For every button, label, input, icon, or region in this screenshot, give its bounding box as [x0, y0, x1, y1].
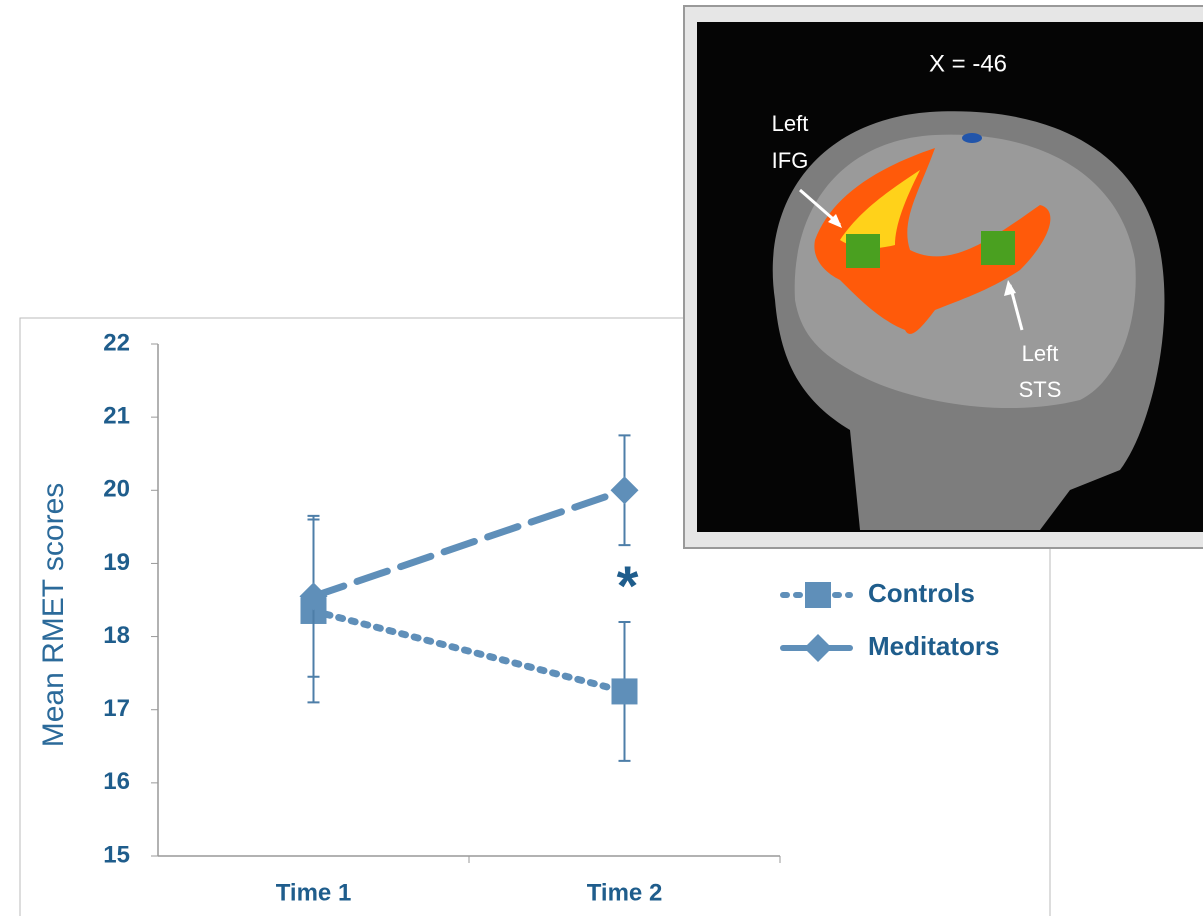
legend-marker — [805, 582, 831, 608]
region-label: STS — [1019, 377, 1062, 402]
activation — [814, 148, 1051, 334]
series-line — [310, 607, 628, 695]
y-tick-label: 20 — [103, 476, 130, 503]
data-point — [610, 476, 639, 505]
data-point — [611, 678, 638, 705]
region-label: Left — [1022, 341, 1059, 366]
arrow-head — [828, 214, 842, 228]
y-tick-label: 19 — [103, 549, 130, 576]
arrow-head — [1004, 280, 1016, 296]
brain-inset: X = -46 Left IFG Left STS — [683, 5, 1203, 549]
data-point — [299, 582, 328, 611]
annotation: * — [617, 554, 639, 617]
y-tick-label: 17 — [103, 695, 130, 722]
region-label: IFG — [772, 148, 809, 173]
y-tick-label: 16 — [103, 768, 130, 795]
roi-sts — [981, 231, 1015, 265]
y-tick-label: 22 — [103, 329, 130, 356]
y-tick-label: 18 — [103, 622, 130, 649]
y-tick-label: 15 — [103, 841, 130, 868]
legend-label: Meditators — [868, 631, 999, 661]
region-label: Left — [772, 111, 809, 136]
slice-label: X = -46 — [929, 50, 1007, 77]
y-tick-label: 21 — [103, 402, 130, 429]
series-line — [310, 486, 628, 600]
y-axis-label: Mean RMET scores — [37, 483, 70, 748]
x-tick-label: Time 1 — [276, 879, 352, 906]
roi-ifg — [846, 234, 880, 268]
legend-label: Controls — [868, 578, 975, 608]
deactivation — [962, 133, 982, 143]
legend-marker — [804, 634, 832, 662]
activation-peak — [840, 170, 920, 249]
x-tick-label: Time 2 — [587, 879, 663, 906]
